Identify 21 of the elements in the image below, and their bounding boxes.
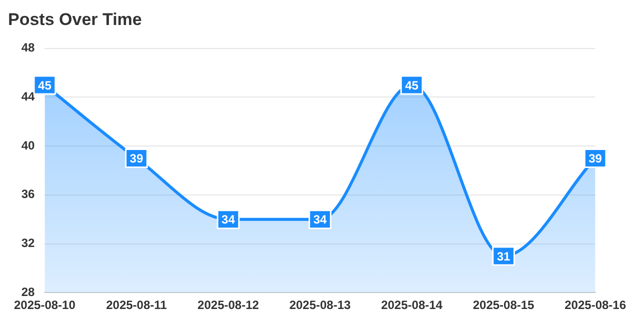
x-tick-label: 2025-08-11 bbox=[106, 298, 168, 312]
data-label: 39 bbox=[130, 152, 144, 166]
y-tick-label: 28 bbox=[21, 284, 36, 299]
y-tick-label: 40 bbox=[21, 138, 36, 152]
y-tick-label: 32 bbox=[21, 236, 36, 250]
x-tick-label: 2025-08-13 bbox=[289, 298, 352, 312]
x-tick-label: 2025-08-14 bbox=[381, 298, 443, 312]
data-label: 39 bbox=[588, 152, 602, 166]
y-tick-label: 44 bbox=[21, 90, 36, 104]
data-label: 34 bbox=[222, 212, 236, 227]
y-tick-label: 36 bbox=[21, 187, 36, 202]
x-tick-label: 2025-08-10 bbox=[14, 298, 76, 312]
x-tick-label: 2025-08-12 bbox=[198, 298, 260, 312]
y-tick-label: 48 bbox=[21, 40, 36, 55]
data-label: 31 bbox=[496, 249, 511, 264]
x-tick-label: 2025-08-15 bbox=[472, 298, 535, 312]
chart-title: Posts Over Time bbox=[8, 10, 142, 29]
data-label: 45 bbox=[405, 78, 419, 92]
data-label: 34 bbox=[313, 212, 327, 227]
data-label: 45 bbox=[38, 78, 52, 92]
x-tick-label: 2025-08-16 bbox=[564, 298, 626, 312]
